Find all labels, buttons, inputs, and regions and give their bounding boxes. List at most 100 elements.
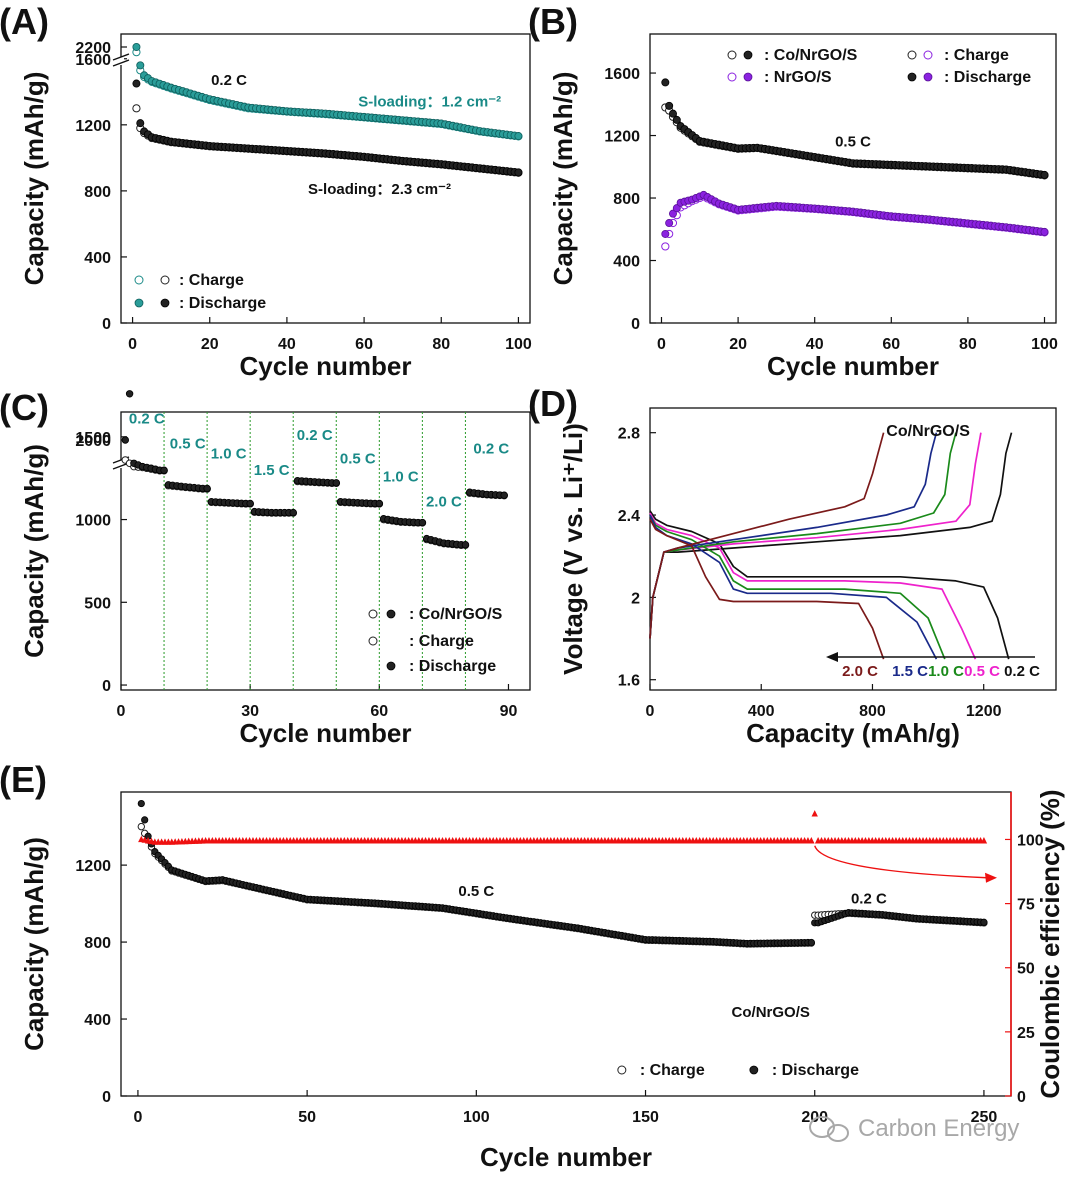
rate-label: 0.5 C <box>170 435 206 452</box>
data-point-shape <box>136 119 145 128</box>
y-tick-label: 2.4 <box>618 508 640 525</box>
data-point-shape <box>132 43 141 52</box>
legend-label: : NrGO/S <box>764 69 832 86</box>
data-point <box>665 101 674 110</box>
ce-arrow-line <box>814 845 988 879</box>
x-tick-label: 0 <box>657 336 666 353</box>
y-tick-label: 0 <box>102 316 111 333</box>
legend-marker-shape <box>617 1065 627 1075</box>
y2-axis-title: Coulombic efficiency (%) <box>1035 789 1065 1098</box>
data-point <box>661 242 670 251</box>
y-tick-label: 500 <box>84 595 111 612</box>
data-point-shape <box>289 508 297 517</box>
data-point-shape <box>661 78 670 87</box>
data-point <box>137 799 145 808</box>
data-point <box>125 390 134 398</box>
data-point-shape <box>203 484 211 493</box>
data-point <box>672 115 681 124</box>
rate-label: 1.5 C <box>254 462 290 479</box>
legend-marker-shape <box>134 298 144 308</box>
data-point <box>132 79 141 88</box>
legend-label: : Co/NrGO/S <box>764 47 858 64</box>
legend-marker <box>743 50 753 60</box>
legend-marker <box>160 298 170 308</box>
legend: : Co/NrGO/S: NrGO/S: Charge: Discharge <box>727 47 1031 86</box>
plot-frame <box>649 33 1057 324</box>
legend-marker-shape <box>727 72 737 82</box>
series-co-nrgo-s-discharge <box>661 78 1049 179</box>
data-point-shape <box>121 436 130 444</box>
x-tick-label: 100 <box>463 1109 490 1126</box>
data-point-shape <box>807 938 815 947</box>
rate-label: 0.5 C <box>964 663 1000 680</box>
panel-a: 0 20 40 60 80 100 0 400 800 1200 1600 Cycle number C… <box>0 1 532 381</box>
x-tick-label: 40 <box>806 336 824 353</box>
x-tick-label: 20 <box>729 336 747 353</box>
data-point <box>514 132 523 141</box>
x-tick-label: 40 <box>278 336 296 353</box>
y-tick-label: 0 <box>102 1089 111 1106</box>
watermark-text: Carbon Energy <box>858 1115 1019 1142</box>
y-tick-label: 1.6 <box>618 673 640 690</box>
data-point <box>461 541 470 549</box>
legend-marker <box>923 50 933 60</box>
series-discharge <box>137 799 988 948</box>
data-point <box>665 219 674 228</box>
y2-tick-label: 25 <box>1017 1025 1035 1042</box>
data-point <box>668 109 677 118</box>
x-tick-label: 1200 <box>966 703 1002 720</box>
legend: : Co/NrGO/S: Charge: Discharge <box>368 606 503 675</box>
legend-marker <box>923 72 933 82</box>
legend-label: : Charge <box>179 272 244 289</box>
data-point <box>160 466 168 474</box>
data-point-shape <box>811 810 818 817</box>
legend-marker-shape <box>923 50 933 60</box>
data-point <box>980 918 988 926</box>
x-tick-label: 0 <box>117 703 126 720</box>
x-tick-label: 80 <box>432 336 450 353</box>
x-axis-title: Cycle number <box>767 351 939 381</box>
panel-label: (D) <box>528 383 578 424</box>
y-tick-label: 0 <box>102 678 111 695</box>
watermark: Carbon Energy <box>809 1115 1019 1142</box>
data-point-shape <box>980 918 988 926</box>
series-discharge <box>121 390 508 549</box>
legend-label: : Charge <box>409 633 474 650</box>
data-point-shape <box>514 168 523 177</box>
annotation-loading-1: S-loading：1.2 cm⁻² <box>358 94 501 111</box>
legend-marker-shape <box>749 1065 759 1075</box>
data-point-shape <box>461 541 470 549</box>
rate-label: 0.2 C <box>297 427 333 444</box>
legend-marker-shape <box>368 609 378 619</box>
data-point-shape <box>132 79 141 88</box>
annotation-rate: 0.2 C <box>211 72 247 89</box>
x-tick-label: 20 <box>201 336 219 353</box>
data-point <box>289 508 297 517</box>
rate-label: 2.0 C <box>842 663 878 680</box>
curve-1-0-c-charge <box>649 432 957 639</box>
data-point-shape <box>160 466 168 474</box>
y-tick-label: 1000 <box>75 513 111 530</box>
y-tick-label: 2.8 <box>618 426 640 443</box>
legend-marker <box>134 298 144 308</box>
y-tick-label-break: 2200 <box>75 40 111 57</box>
data-point <box>136 61 145 70</box>
legend-marker <box>160 275 170 285</box>
legend-marker <box>386 661 396 671</box>
y-axis-title: Capacity (mAh/g) <box>19 72 49 286</box>
series-s-loading-2-3-discharge <box>132 79 523 177</box>
data-point-shape <box>137 799 145 808</box>
axis-break-mark <box>112 53 130 61</box>
legend-marker-shape <box>727 50 737 60</box>
panel-label: (C) <box>0 387 49 428</box>
data-point <box>203 484 211 493</box>
y2-tick-label: 75 <box>1017 897 1035 914</box>
x-axis-title: Cycle number <box>480 1142 652 1172</box>
x-tick-label: 0 <box>133 1109 142 1126</box>
data-point <box>132 104 141 113</box>
rate-label: 1.5 C <box>892 663 928 680</box>
